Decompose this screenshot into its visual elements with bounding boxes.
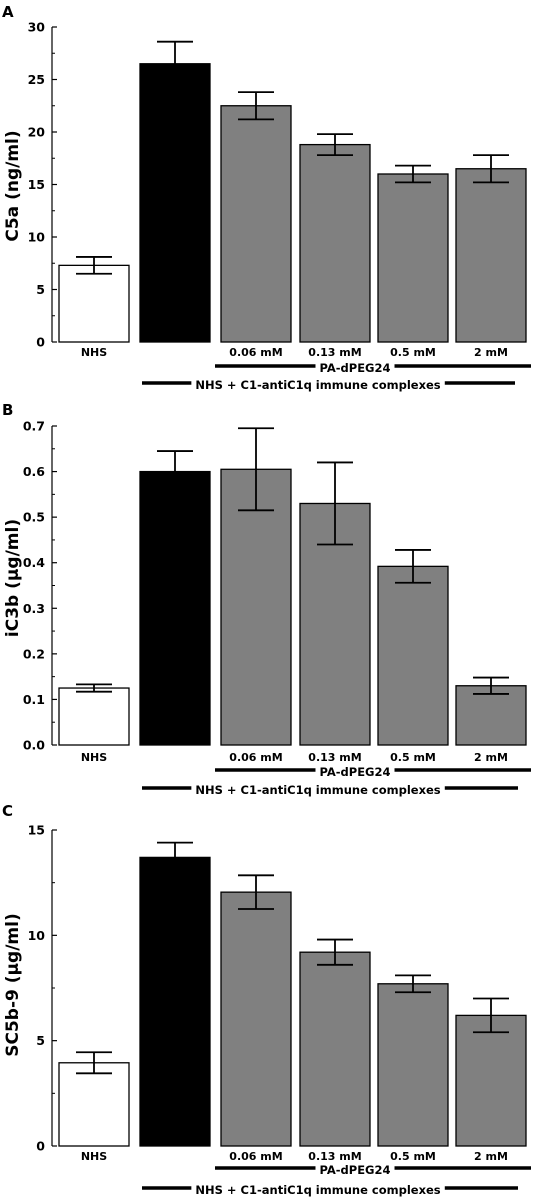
y-tick-label: 20: [28, 125, 46, 140]
bracket-label-ic-c: NHS + C1-antiC1q immune complexes: [195, 1183, 440, 1197]
category-label: 0.06 mM: [229, 346, 282, 359]
y-axis-label-a: C5a (ng/ml): [3, 130, 23, 241]
y-tick-label: 0.4: [23, 555, 45, 570]
bracket-label-ic-a: NHS + C1-antiC1q immune complexes: [195, 378, 440, 392]
y-tick-label: 5: [36, 1033, 45, 1048]
y-tick-label: 0.3: [23, 601, 45, 616]
y-axis-label-c: SC5b-9 (μg/ml): [3, 913, 23, 1057]
panel-a: A C5a (ng/ml) 0 5 10 15 20 25 30 NHS 0.06 mM 0.13…: [2, 3, 531, 392]
bracket-label-peg-b: PA-dPEG24: [319, 765, 390, 779]
bar: [220, 891, 292, 1147]
y-tick-label: 10: [28, 230, 46, 245]
bar-group-b: 0.0 0.1 0.2 0.3 0.4 0.5 0.6 0.7 NHS 0.06 mM 0.13 m…: [23, 419, 531, 790]
y-tick-label: 15: [28, 823, 45, 838]
y-tick-label: 30: [28, 20, 46, 35]
bar: [377, 983, 449, 1147]
category-label: 0.13 mM: [308, 346, 361, 359]
y-tick-label: 10: [28, 928, 46, 943]
category-label: 2 mM: [474, 1150, 508, 1163]
y-tick-label: 0: [36, 1139, 45, 1154]
category-label: 0.5 mM: [390, 1150, 436, 1163]
panel-b: B iC3b (μg/ml) 0.0 0.1 0.2 0.3 0.4 0.5 0.6 0.7 N…: [2, 401, 531, 797]
y-axis-label-b: iC3b (μg/ml): [3, 519, 23, 637]
y-tick-label: 0: [36, 335, 45, 350]
bar: [299, 143, 371, 343]
bar: [220, 105, 292, 343]
panel-letter-b: B: [2, 401, 13, 419]
category-label: 0.06 mM: [229, 1150, 282, 1163]
y-tick-label: 0.0: [23, 738, 45, 753]
panel-letter-c: C: [2, 802, 13, 820]
category-label: 0.13 mM: [308, 751, 361, 764]
category-label: NHS: [81, 346, 107, 359]
category-label: 2 mM: [474, 346, 508, 359]
bar: [139, 63, 211, 343]
category-label: 2 mM: [474, 751, 508, 764]
bar: [58, 1062, 130, 1147]
category-label: 0.13 mM: [308, 1150, 361, 1163]
y-tick-label: 0.6: [23, 464, 45, 479]
bar: [299, 951, 371, 1147]
bracket-label-peg-a: PA-dPEG24: [319, 361, 390, 375]
y-tick-label: 5: [36, 282, 45, 297]
bar: [139, 856, 211, 1147]
category-label: 0.5 mM: [390, 346, 436, 359]
y-tick-label: 0.7: [23, 419, 45, 434]
y-tick-label: 15: [28, 177, 45, 192]
panel-letter-a: A: [2, 3, 14, 21]
y-tick-label: 25: [28, 72, 45, 87]
bar: [377, 173, 449, 343]
bar: [377, 565, 449, 746]
bar-group-a: 0 5 10 15 20 25 30 NHS 0.06 mM 0.13 mM 0.5 mM 2 mM: [28, 20, 531, 385]
y-tick-label: 0.2: [23, 646, 45, 661]
y-tick-label: 0.1: [23, 692, 45, 707]
bracket-label-ic-b: NHS + C1-antiC1q immune complexes: [195, 783, 440, 797]
category-label: NHS: [81, 1150, 107, 1163]
bar: [220, 468, 292, 746]
bar: [455, 685, 527, 746]
category-label: 0.5 mM: [390, 751, 436, 764]
category-label: 0.06 mM: [229, 751, 282, 764]
bar-group-c: 0 5 10 15 NHS 0.06 mM 0.13 mM 0.5 mM 2 mM: [28, 823, 531, 1190]
bracket-label-peg-c: PA-dPEG24: [319, 1163, 390, 1177]
bar: [455, 168, 527, 343]
bar: [58, 264, 130, 343]
panel-c: C SC5b-9 (μg/ml) 0 5 10 15 NHS 0.06 mM 0.13 mM…: [2, 802, 531, 1197]
bar: [58, 687, 130, 746]
bar: [455, 1014, 527, 1147]
category-label: NHS: [81, 751, 107, 764]
y-tick-label: 0.5: [23, 510, 45, 525]
bar: [139, 470, 211, 746]
